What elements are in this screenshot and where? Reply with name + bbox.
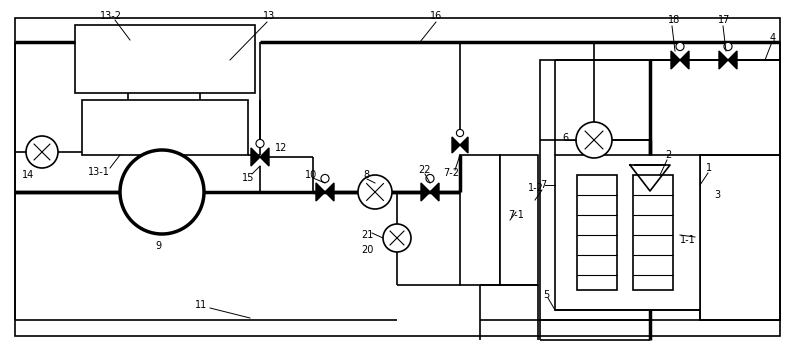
- Text: 4: 4: [770, 33, 776, 43]
- Text: 3: 3: [714, 190, 720, 200]
- Text: 12: 12: [275, 143, 287, 153]
- Polygon shape: [260, 148, 269, 166]
- Text: 20: 20: [361, 245, 374, 255]
- Text: 11: 11: [195, 300, 207, 310]
- Circle shape: [426, 175, 434, 183]
- Bar: [82, 100, 248, 155]
- Bar: [633, 175, 673, 290]
- Circle shape: [26, 136, 58, 168]
- Bar: [555, 155, 700, 310]
- Bar: [15, 18, 780, 336]
- Circle shape: [256, 139, 264, 148]
- Text: 14: 14: [22, 170, 34, 180]
- Polygon shape: [728, 51, 737, 69]
- Text: 13-1: 13-1: [88, 167, 110, 177]
- Text: 13: 13: [263, 11, 275, 21]
- Polygon shape: [430, 183, 439, 201]
- Polygon shape: [251, 148, 260, 166]
- Bar: [460, 155, 500, 285]
- Circle shape: [321, 175, 329, 183]
- Polygon shape: [719, 51, 728, 69]
- Polygon shape: [316, 183, 325, 201]
- Text: 10: 10: [305, 170, 317, 180]
- Text: 15: 15: [242, 173, 255, 183]
- Bar: [577, 175, 617, 290]
- Bar: [700, 155, 780, 320]
- Polygon shape: [421, 183, 430, 201]
- Text: 1-2: 1-2: [528, 183, 544, 193]
- Bar: [500, 155, 538, 285]
- Polygon shape: [325, 183, 334, 201]
- Bar: [540, 60, 780, 320]
- Text: 22: 22: [418, 165, 431, 175]
- Bar: [75, 25, 255, 93]
- Text: 7-1: 7-1: [508, 210, 524, 220]
- Text: 1-1: 1-1: [680, 235, 695, 245]
- Text: 5: 5: [543, 290, 550, 300]
- Circle shape: [576, 122, 612, 158]
- Text: 1: 1: [706, 163, 712, 173]
- Text: 18: 18: [668, 15, 680, 25]
- Text: 8: 8: [363, 170, 369, 180]
- Circle shape: [724, 42, 732, 51]
- Polygon shape: [671, 51, 680, 69]
- Text: 13-2: 13-2: [100, 11, 122, 21]
- Polygon shape: [680, 51, 689, 69]
- Circle shape: [457, 130, 464, 137]
- Polygon shape: [460, 137, 468, 153]
- Text: 17: 17: [718, 15, 730, 25]
- Text: 7: 7: [540, 180, 546, 190]
- Circle shape: [676, 42, 684, 51]
- Circle shape: [358, 175, 392, 209]
- Text: 9: 9: [155, 241, 161, 251]
- Circle shape: [383, 224, 411, 252]
- Circle shape: [120, 150, 204, 234]
- Polygon shape: [452, 137, 460, 153]
- Text: 21: 21: [361, 230, 374, 240]
- Text: 16: 16: [430, 11, 442, 21]
- Text: 7-2: 7-2: [443, 168, 459, 178]
- Text: 6: 6: [562, 133, 568, 143]
- Text: 2: 2: [665, 150, 671, 160]
